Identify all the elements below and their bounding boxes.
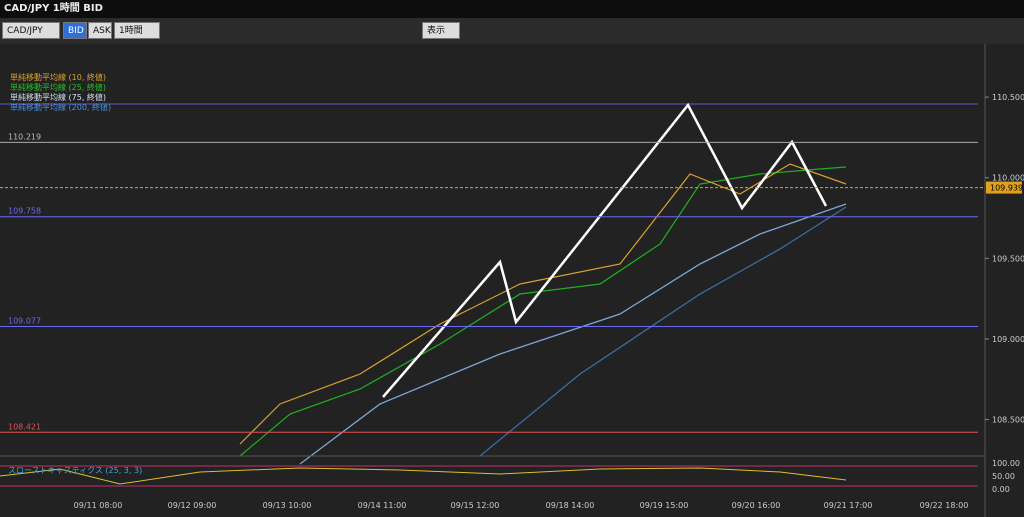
level-label: 109.758 (8, 207, 41, 216)
chart: 110.500 110.000 109.500 109.000 108.500 110.2… (0, 44, 1024, 517)
legend-entry: 単純移動平均線 (10, 終値) (10, 72, 106, 82)
ma-25 (239, 166, 847, 457)
osc-tick-label: 100.00 (992, 459, 1020, 468)
ma-75 (299, 203, 847, 465)
level-label: 108.421 (8, 422, 41, 431)
level-label: 109.077 (8, 317, 41, 326)
ma-200 (479, 206, 847, 457)
price-tick-label: 109.500 (992, 254, 1024, 263)
date-label: 09/12 09:00 (168, 501, 217, 510)
osc-k (0, 467, 847, 485)
level-label: 110.219 (8, 132, 41, 141)
date-label: 09/18 14:00 (546, 501, 595, 510)
symbol-select[interactable]: CAD/JPY (2, 22, 60, 39)
date-label: 09/22 18:00 (920, 501, 969, 510)
date-label: 09/14 11:00 (358, 501, 407, 510)
date-label: 09/15 12:00 (451, 501, 500, 510)
timeframe-select[interactable]: 1時間 (114, 22, 160, 39)
current-price-label: 109.939 (990, 184, 1023, 193)
display-button[interactable]: 表示 (422, 22, 460, 39)
legend-entry: 単純移動平均線 (75, 終値) (10, 92, 106, 102)
current-price-tag (986, 181, 1022, 194)
ask-button[interactable]: ASK (88, 22, 112, 39)
toolbar: CAD/JPY BID ASK 1時間 表示 (0, 18, 1024, 44)
title-bar: CAD/JPY 1時間 BID (0, 0, 1024, 18)
price-tick-label: 109.000 (992, 335, 1024, 344)
osc-title: スローストキャスティクス (25, 3, 3) (8, 466, 142, 475)
price-tick-label: 110.000 (992, 174, 1024, 183)
legend-entry: 単純移動平均線 (200, 終値) (10, 102, 111, 112)
date-label: 09/13 10:00 (263, 501, 312, 510)
date-label: 09/11 08:00 (74, 501, 123, 510)
osc-tick-label: 0.00 (992, 485, 1010, 494)
price-tick-label: 110.500 (992, 93, 1024, 102)
plot-bg (0, 52, 985, 455)
bid-button[interactable]: BID (63, 22, 87, 39)
osc-tick-label: 50.00 (992, 472, 1015, 481)
date-label: 09/21 17:00 (824, 501, 873, 510)
price-tick-label: 108.500 (992, 416, 1024, 425)
legend-entry: 単純移動平均線 (25, 終値) (10, 82, 106, 92)
date-label: 09/20 16:00 (732, 501, 781, 510)
date-label: 09/19 15:00 (640, 501, 689, 510)
